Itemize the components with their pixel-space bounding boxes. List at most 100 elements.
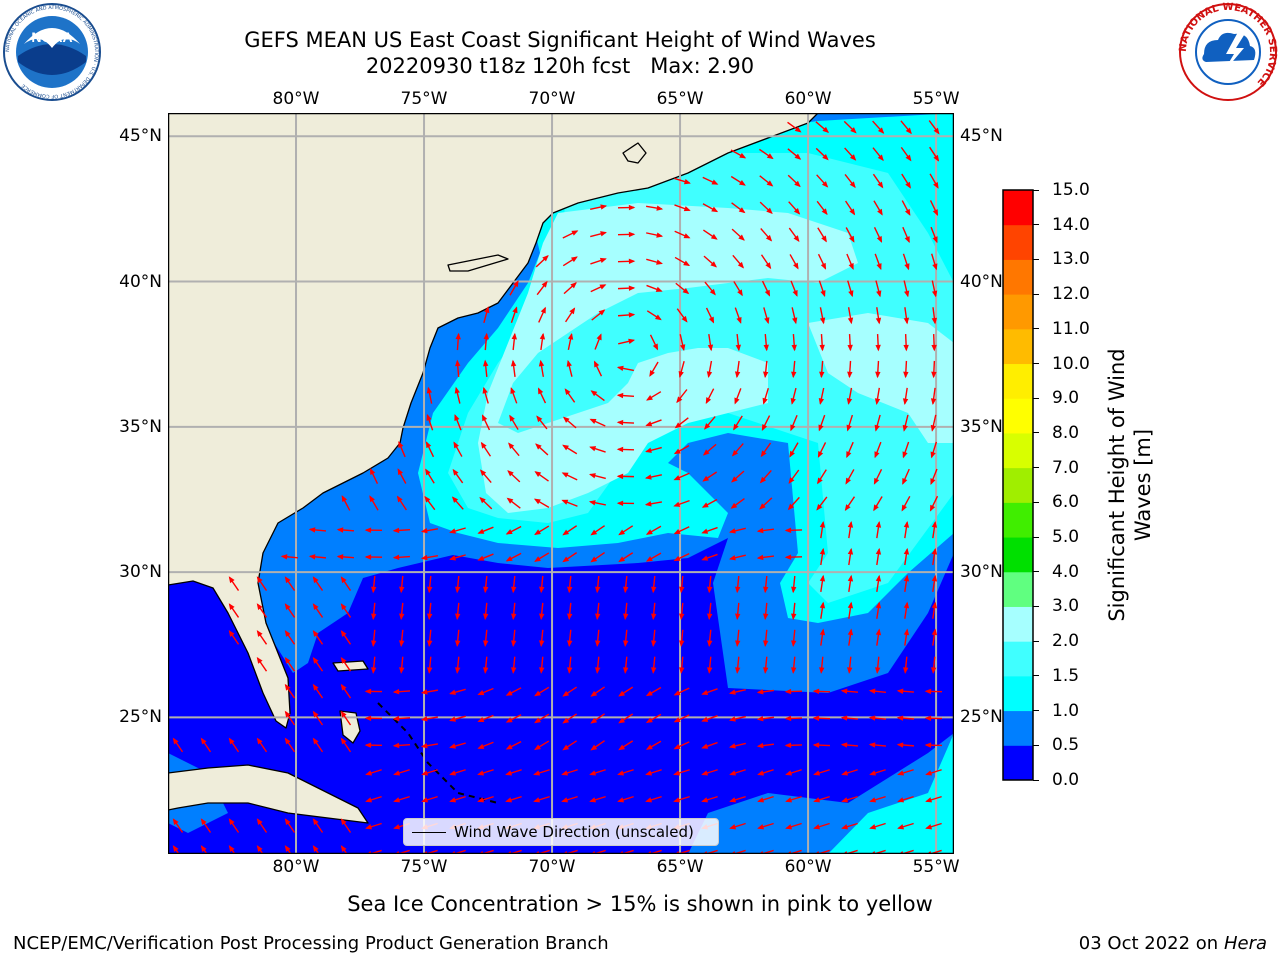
wave-direction-arrowhead xyxy=(931,628,938,636)
wave-direction-arrowhead xyxy=(483,667,489,674)
wave-direction-arrowhead xyxy=(790,424,796,432)
wave-direction-arrowhead xyxy=(707,613,713,621)
lon-tick-label-top: 65°W xyxy=(656,89,704,109)
wave-direction-arrowhead xyxy=(760,450,767,458)
wave-direction-arrowhead xyxy=(844,504,851,512)
colorbar-tick-label: 3.0 xyxy=(1052,596,1080,617)
colorbar-label: Significant Height of Wind Waves [m] xyxy=(1105,348,1155,622)
wave-direction-arrowhead xyxy=(788,477,795,484)
wave-direction-arrowhead xyxy=(477,690,485,696)
wave-direction-arrowhead xyxy=(813,770,821,776)
wave-direction-arrowhead xyxy=(704,423,711,430)
wave-direction-arrowhead xyxy=(511,586,517,594)
nws-logo: NATIONAL WEATHER SERVICE xyxy=(1178,2,1278,101)
long-island xyxy=(447,254,509,272)
wave-direction-arrowhead xyxy=(623,613,629,621)
wave-direction-arrowhead xyxy=(628,338,636,345)
wave-direction-arrowhead xyxy=(449,689,456,695)
wave-direction-arrowhead xyxy=(904,290,910,298)
wave-direction-arrowhead xyxy=(312,710,319,718)
wave-direction-arrowhead xyxy=(425,441,432,449)
wave-direction-arrowhead xyxy=(735,586,741,594)
colorbar-tick-mark xyxy=(1033,605,1039,607)
wave-direction-arrowhead xyxy=(340,710,347,718)
wave-direction-arrowhead xyxy=(599,257,607,264)
wave-direction-arrowhead xyxy=(562,556,570,563)
wave-direction-arrowhead xyxy=(256,656,263,664)
wave-direction-arrowhead xyxy=(340,845,347,852)
wave-direction-arrowhead xyxy=(505,744,513,750)
colorbar-segment xyxy=(1003,294,1033,330)
wave-direction-arrowhead xyxy=(874,398,881,405)
wave-direction-arrowhead xyxy=(393,824,401,830)
wave-direction-arrowhead xyxy=(449,555,456,561)
colorbar-tick-label: 0.5 xyxy=(1052,735,1080,756)
wave-direction-arrowhead xyxy=(536,415,543,423)
wave-direction-arrowhead xyxy=(841,824,849,830)
wave-direction-arrowhead xyxy=(539,640,545,647)
wave-direction-arrowhead xyxy=(812,742,820,748)
wave-direction-arrowhead xyxy=(284,576,291,584)
wave-direction-arrowhead xyxy=(392,554,400,560)
wave-direction-arrowhead xyxy=(794,153,802,160)
wave-direction-arrowhead xyxy=(595,613,601,621)
wave-direction-arrowhead xyxy=(840,715,848,721)
wave-direction-arrowhead xyxy=(818,424,824,432)
wave-direction-arrowhead xyxy=(256,845,263,852)
wave-direction-arrowhead xyxy=(364,688,372,695)
wave-direction-arrowhead xyxy=(756,527,764,534)
wave-direction-arrowhead xyxy=(841,797,849,803)
wave-direction-arrowhead xyxy=(785,824,793,830)
colorbar-tick-label: 15.0 xyxy=(1052,180,1090,200)
wave-direction-arrowhead xyxy=(785,770,793,776)
wave-direction-arrowhead xyxy=(595,640,601,647)
wave-direction-arrowhead xyxy=(932,263,938,271)
wave-direction-arrowhead xyxy=(534,690,541,697)
wave-direction-arrowhead xyxy=(421,770,429,776)
wave-direction-arrowhead xyxy=(820,262,827,270)
wave-direction-arrowhead xyxy=(710,233,718,240)
wave-direction-arrowhead xyxy=(562,717,570,724)
wave-direction-arrowhead xyxy=(818,398,825,405)
wave-direction-arrowhead xyxy=(875,317,882,325)
wave-direction-arrowhead xyxy=(562,529,570,536)
wave-direction-arrowhead xyxy=(681,315,688,323)
wave-direction-arrowhead xyxy=(756,716,764,722)
wave-direction-arrowhead xyxy=(656,259,663,265)
wave-direction-arrowhead xyxy=(616,392,624,399)
wave-direction-arrowhead xyxy=(364,742,372,748)
wave-direction-arrowhead xyxy=(822,153,829,161)
wave-direction-arrowhead xyxy=(933,181,939,189)
wave-direction-arrowhead xyxy=(903,667,909,674)
wave-direction-arrowhead xyxy=(673,717,681,723)
wave-direction-arrowhead xyxy=(646,394,653,401)
wave-direction-arrowhead xyxy=(312,576,319,584)
wave-direction-arrowhead xyxy=(312,656,319,664)
wave-direction-arrowhead xyxy=(901,504,908,512)
wave-direction-arrowhead xyxy=(590,717,598,724)
wave-direction-arrowhead xyxy=(897,770,905,776)
wave-direction-arrowhead xyxy=(599,284,607,290)
wave-direction-arrowhead xyxy=(821,208,828,216)
wave-direction-arrowhead xyxy=(600,231,607,237)
colorbar-segment xyxy=(1003,606,1033,642)
wave-direction-arrowhead xyxy=(645,770,653,776)
wave-direction-arrowhead xyxy=(679,667,685,674)
wave-direction-arrowhead xyxy=(876,290,882,298)
wave-direction-arrowhead xyxy=(371,667,377,674)
wave-direction-arrowhead xyxy=(505,556,513,562)
wave-direction-arrowhead xyxy=(678,370,684,378)
colorbar-segment xyxy=(1003,467,1033,503)
wave-direction-arrowhead xyxy=(505,529,513,535)
colorbar-tick-mark xyxy=(1033,675,1039,677)
wave-direction-arrowhead xyxy=(846,424,852,432)
wave-direction-arrowhead xyxy=(483,613,489,621)
wave-direction-arrowhead xyxy=(645,447,652,453)
wave-direction-arrowhead xyxy=(371,586,377,594)
wave-direction-arrowhead xyxy=(931,290,938,298)
wave-direction-arrowhead xyxy=(477,716,485,722)
wave-direction-arrowhead xyxy=(816,503,823,511)
wave-direction-arrowhead xyxy=(512,306,518,314)
wave-direction-arrowhead xyxy=(847,521,854,528)
lon-tick-label-bottom: 60°W xyxy=(784,857,832,877)
